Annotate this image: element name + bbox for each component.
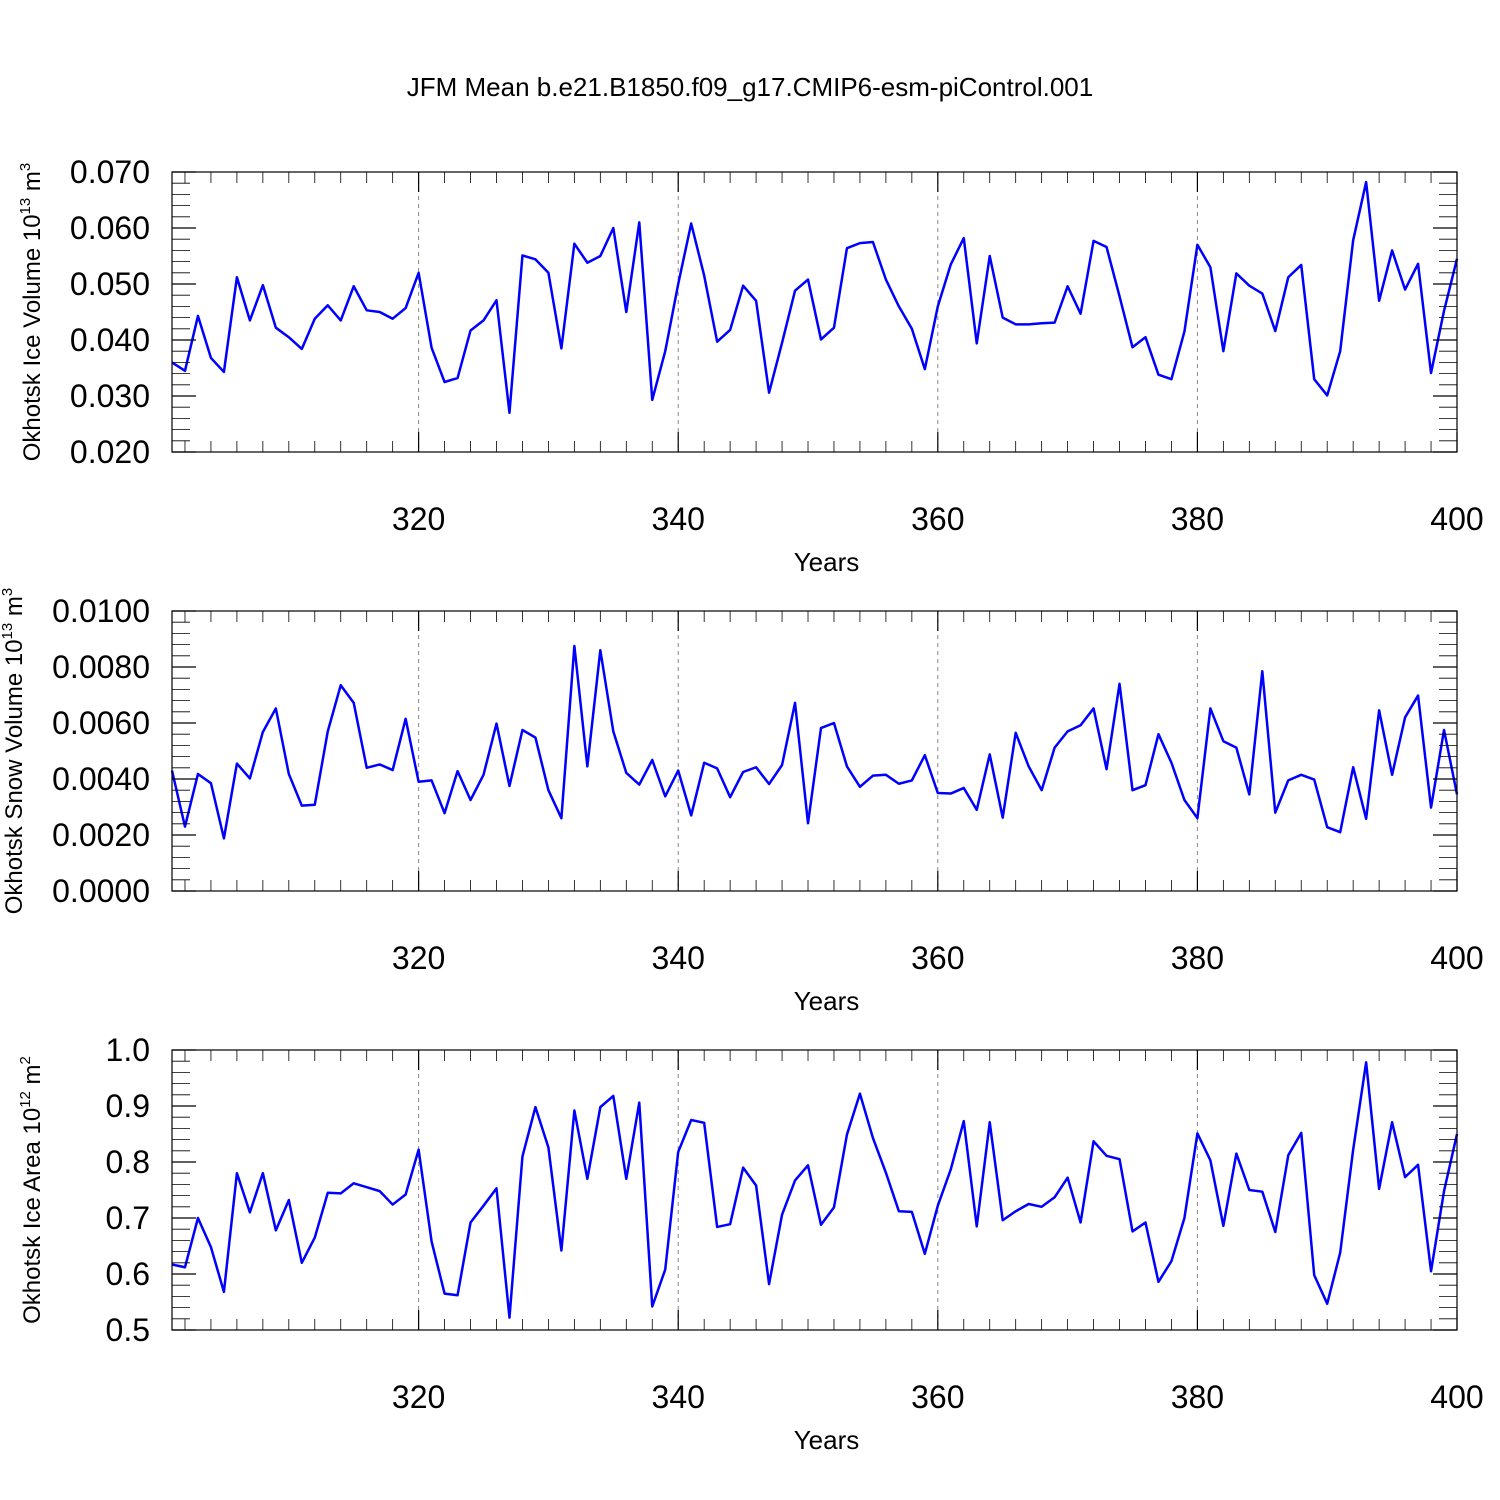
y-tick-label: 0.060: [70, 210, 150, 246]
y-tick-label: 0.0040: [52, 761, 150, 797]
panel-1: 0.020 0.030 0.040 0.050 0.060 0.070 320 340 360 3…: [17, 154, 1484, 577]
x-tick-label: 380: [1171, 940, 1224, 976]
x-tick-label: 400: [1430, 940, 1483, 976]
y-tick-label: 0.030: [70, 378, 150, 414]
x-tick-label: 340: [652, 940, 705, 976]
y-axis-label: Okhotsk Ice Volume 1013 m3: [17, 163, 46, 462]
y-tick-label: 0.0060: [52, 705, 150, 741]
panel-2: 0.0000 0.0020 0.0040 0.0060 0.0080 0.0100 320 3…: [0, 588, 1484, 1016]
series-line: [170, 644, 1459, 840]
y-tick-label: 0.5: [106, 1312, 150, 1348]
x-axis-label: Years: [794, 986, 860, 1016]
y-tick-label: 0.0100: [52, 593, 150, 629]
y-tick-label: 0.9: [106, 1088, 150, 1124]
plot-frame: [171, 1049, 1458, 1331]
x-tick-label: 380: [1171, 1379, 1224, 1415]
x-axis-label: Years: [794, 1425, 860, 1455]
series-line: [171, 180, 1459, 415]
series-line: [171, 1061, 1459, 1319]
figure-title: JFM Mean b.e21.B1850.f09_g17.CMIP6-esm-p…: [407, 72, 1093, 102]
x-tick-label: 340: [652, 501, 705, 537]
panel-3: 0.5 0.6 0.7 0.8 0.9 1.0 320 340 360 380 400 Years Ok…: [17, 1032, 1484, 1455]
x-axis-label: Years: [794, 547, 860, 577]
panels: 0.020 0.030 0.040 0.050 0.060 0.070 320 340 360 3…: [0, 154, 1484, 1455]
y-tick-label: 0.0080: [52, 649, 150, 685]
plot-frame: [171, 610, 1458, 892]
x-tick-label: 340: [652, 1379, 705, 1415]
y-axis-label: Okhotsk Ice Area 1012 m2: [17, 1056, 46, 1324]
x-tick-label: 320: [392, 940, 445, 976]
y-tick-label: 0.6: [106, 1256, 150, 1292]
y-tick-label: 0.020: [70, 434, 150, 470]
y-tick-label: 0.8: [106, 1144, 150, 1180]
y-tick-label: 0.050: [70, 266, 150, 302]
x-tick-label: 360: [911, 940, 964, 976]
plot-frame: [171, 171, 1458, 453]
y-tick-label: 0.070: [70, 154, 150, 190]
y-tick-label: 0.7: [106, 1200, 150, 1236]
x-tick-label: 360: [911, 501, 964, 537]
y-tick-label: 0.040: [70, 322, 150, 358]
x-tick-label: 320: [392, 1379, 445, 1415]
x-tick-label: 380: [1171, 501, 1224, 537]
y-tick-label: 0.0020: [52, 817, 150, 853]
x-tick-label: 360: [911, 1379, 964, 1415]
x-tick-label: 320: [392, 501, 445, 537]
x-tick-label: 400: [1430, 1379, 1483, 1415]
y-tick-label: 1.0: [106, 1032, 150, 1068]
x-tick-label: 400: [1430, 501, 1483, 537]
y-tick-label: 0.0000: [52, 873, 150, 909]
y-axis-label: Okhotsk Snow Volume 1013 m3: [0, 588, 28, 915]
